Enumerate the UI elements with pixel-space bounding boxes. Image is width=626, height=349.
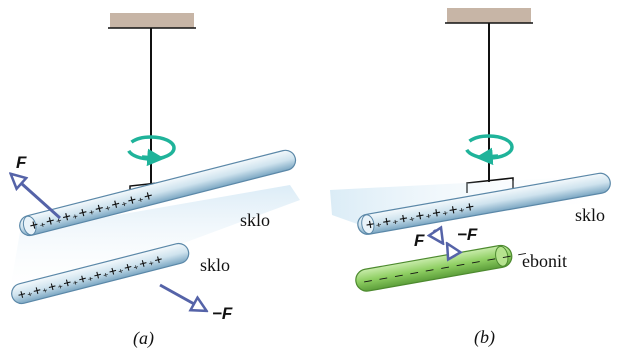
force-arrow-icon <box>448 245 455 257</box>
ebonite-rod: – – – – – – – – – – – <box>355 244 527 292</box>
rod-label-upper: sklo <box>575 205 605 225</box>
rod-label-ebonite: ebonit <box>522 251 567 271</box>
force-label-F: F <box>16 153 27 172</box>
force-label-F: F <box>414 231 425 250</box>
ceiling-block <box>110 13 194 28</box>
caption-a: (a) <box>133 328 154 349</box>
rotation-arrow-icon <box>126 135 176 167</box>
rotation-arrow-icon <box>464 134 514 166</box>
force-label-minus-F: −F <box>212 304 233 323</box>
force-arrow-icon <box>12 175 62 220</box>
ceiling-block <box>447 8 531 23</box>
panel-a: +₊+₊+₊+₊+₊+₊+₊+ +₊+₊+₊+₊+₊+₊+₊+₊+₊+ F −F… <box>10 13 300 349</box>
force-label-minus-F: −F <box>457 225 478 244</box>
panel-b: +₊+₊+₊+₊+₊+₊+ – – – – – – – – – – – F −F… <box>330 8 620 348</box>
caption-b: (b) <box>474 327 495 348</box>
rod-label-upper: sklo <box>240 210 270 230</box>
force-arrow-icon <box>434 230 442 242</box>
force-arrow-icon <box>159 283 205 310</box>
rod-label-lower: sklo <box>200 255 230 275</box>
